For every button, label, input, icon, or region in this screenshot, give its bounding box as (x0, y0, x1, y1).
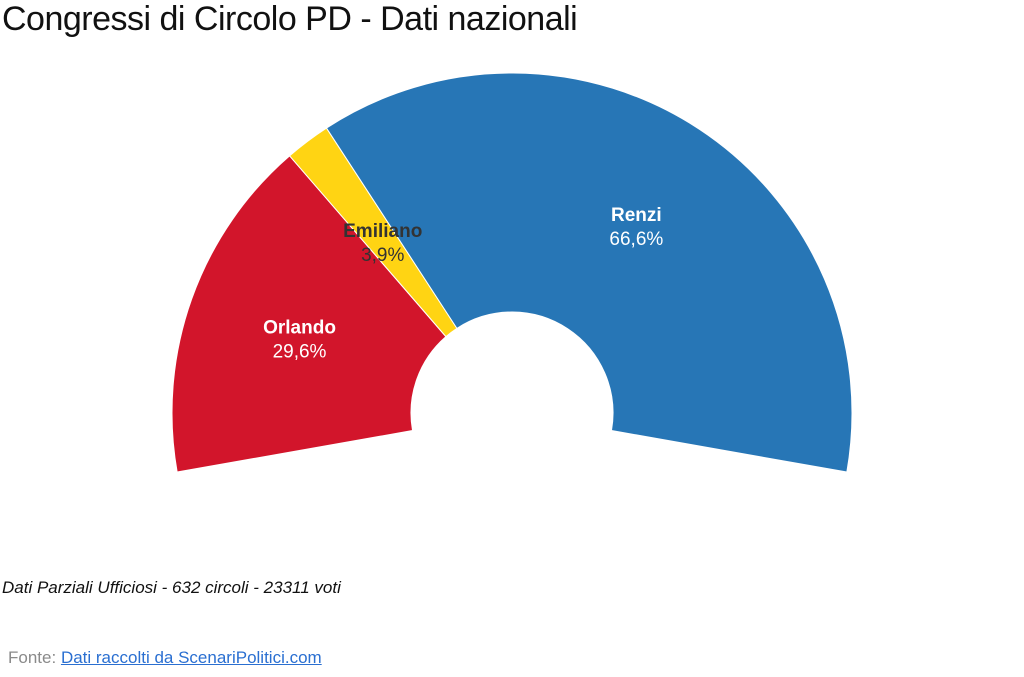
slice-renzi (325, 72, 853, 473)
source-link[interactable]: Dati raccolti da ScenariPolitici.com (60, 648, 322, 667)
source-line: Fonte: Dati raccolti da ScenariPolitici.… (8, 648, 322, 668)
slice-label-name-emiliano: Emiliano (343, 221, 422, 242)
chart-note: Dati Parziali Ufficiosi - 632 circoli - … (2, 578, 341, 597)
source-prefix: Fonte: (8, 648, 57, 667)
slice-label-value-renzi: 66,6% (609, 229, 663, 250)
slice-orlando (171, 155, 447, 473)
slices-group (171, 72, 853, 473)
labels-group: Orlando 29,6% Emiliano 3,9% Renzi 66,6% (263, 205, 663, 363)
slice-label-value-emiliano: 3,9% (361, 245, 404, 266)
slice-label-value-orlando: 29,6% (273, 341, 327, 362)
slice-label-name-orlando: Orlando (263, 317, 336, 338)
chart-title: Congressi di Circolo PD - Dati nazionali (2, 0, 578, 38)
slice-label-name-renzi: Renzi (611, 205, 662, 226)
